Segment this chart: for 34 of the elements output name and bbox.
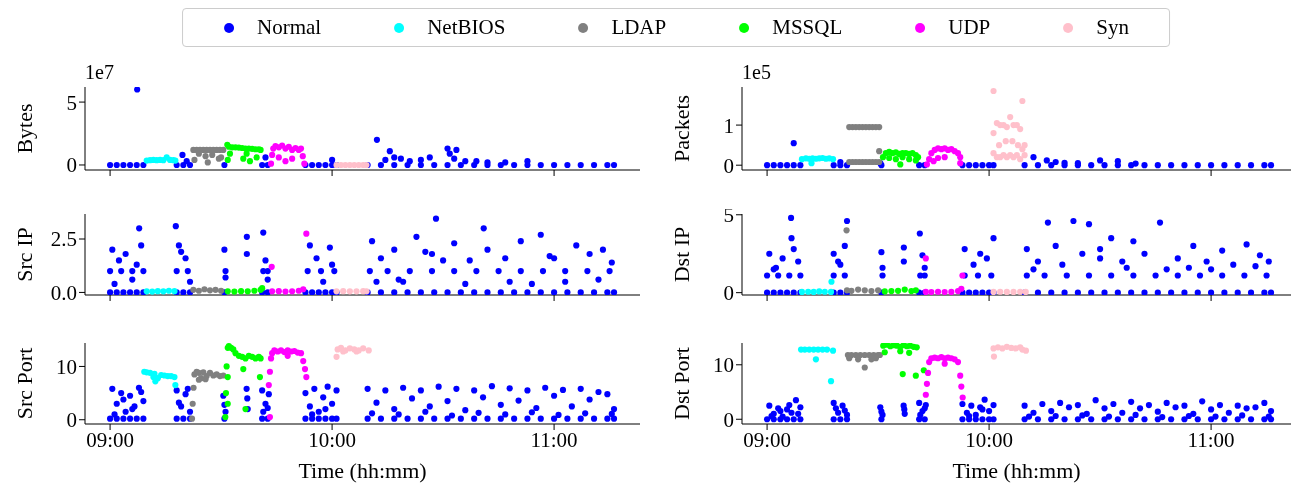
x-axis-title: Time (hh:mm) <box>297 458 428 484</box>
legend-label: NetBIOS <box>427 15 506 40</box>
y-tick-label: 0 <box>66 153 77 178</box>
y-axis-title: Dst Port <box>668 347 694 420</box>
y-tick-label: 1 <box>723 113 734 138</box>
x-tick-label: 11:00 <box>1187 427 1235 452</box>
legend-label: UDP <box>948 15 991 40</box>
y-tick-label: 0 <box>723 281 734 306</box>
y-axis-title: Bytes <box>11 103 37 154</box>
x-tick-label: 09:00 <box>743 427 792 452</box>
x-axis-title: Time (hh:mm) <box>951 458 1082 484</box>
y-tick-label: 10 <box>56 354 77 379</box>
legend-label: Syn <box>1096 15 1129 40</box>
x-tick-label: 11:00 <box>530 427 578 452</box>
y-tick-label: 0 <box>723 407 734 432</box>
x-tick-label: 09:00 <box>86 427 135 452</box>
text: 1e7 <box>85 61 114 84</box>
legend-label: LDAP <box>611 15 667 40</box>
y-axis-title: Src Port <box>11 347 37 420</box>
y-axis-title: Dst IP <box>668 226 694 283</box>
x-tick-label: 10:00 <box>308 427 357 452</box>
y-tick-label: 5 <box>66 90 77 115</box>
y-tick-label: 10 <box>713 353 734 378</box>
y-tick-label: 5 <box>723 203 734 228</box>
y-tick-label: 2.5 <box>50 227 77 252</box>
legend-label: MSSQL <box>772 15 843 40</box>
y-axis-title: Src IP <box>11 227 37 282</box>
text: 1e5 <box>742 61 771 84</box>
legend-label: Normal <box>257 15 322 40</box>
y-tick-label: 0.0 <box>50 280 77 305</box>
y-tick-label: 0 <box>66 408 77 433</box>
x-tick-label: 10:00 <box>965 427 1014 452</box>
y-axis-title: Packets <box>668 94 694 163</box>
y-tick-label: 0 <box>723 153 734 178</box>
